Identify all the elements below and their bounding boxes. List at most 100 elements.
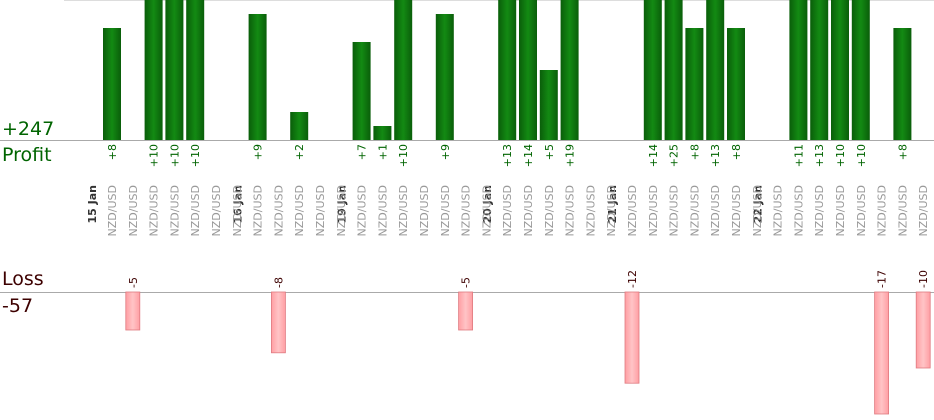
- profit-bar: [706, 0, 725, 140]
- profit-value-label: +10: [168, 144, 181, 167]
- profit-bar: [498, 0, 517, 140]
- profit-value-label: +10: [397, 144, 410, 167]
- instrument-labels: NZD/USD NZD/USD NZD/USD NZD/USD NZD/USD NZD/U…: [106, 185, 930, 236]
- profit-bar: [352, 42, 371, 140]
- loss-label: Loss: [2, 268, 44, 290]
- instrument-label: NZD/USD: [543, 185, 556, 236]
- instrument-label: NZD/USD: [168, 185, 181, 236]
- instrument-label: NZD/USD: [272, 185, 285, 236]
- profit-value-label: +10: [855, 144, 868, 167]
- profit-value-label: +10: [148, 144, 161, 167]
- profit-value-label: +1: [376, 144, 389, 160]
- profit-bar: [893, 28, 912, 140]
- date-labels: 15 Jan 16 Jan 19 Jan 20 Jan 21 Jan 22 Jan: [86, 185, 765, 223]
- profit-value-label: +9: [439, 144, 452, 160]
- loss-total: -57: [2, 295, 34, 317]
- profit-bar: [810, 0, 829, 140]
- profit-bar: [165, 0, 184, 140]
- profit-bar: [851, 0, 870, 140]
- loss-bar: [624, 291, 640, 384]
- profit-value-label: +8: [688, 144, 701, 160]
- instrument-label: NZD/USD: [917, 185, 930, 236]
- profit-value-label: +13: [813, 144, 826, 167]
- instrument-label: NZD/USD: [647, 185, 660, 236]
- profit-value-label: +2: [293, 144, 306, 160]
- profit-value-label: +14: [647, 144, 660, 167]
- date-label: 15 Jan: [86, 185, 99, 223]
- profit-value-label: +8: [106, 144, 119, 160]
- loss-series: [125, 291, 931, 415]
- instrument-label: NZD/USD: [855, 185, 868, 236]
- profit-value-label: +9: [252, 144, 265, 160]
- instrument-label: NZD/USD: [335, 185, 348, 236]
- profit-value-label: +10: [189, 144, 202, 167]
- profit-bar: [789, 0, 808, 140]
- profit-bar: [435, 14, 454, 140]
- profit-label: Profit: [2, 144, 52, 166]
- profit-bar: [144, 0, 163, 140]
- date-label: 19 Jan: [336, 185, 349, 223]
- instrument-label: NZD/USD: [376, 185, 389, 236]
- profit-bar: [248, 14, 267, 140]
- profit-value-label: +8: [896, 144, 909, 160]
- profit-bar: [519, 0, 537, 140]
- profit-bar: [727, 28, 745, 140]
- instrument-label: NZD/USD: [356, 185, 369, 236]
- loss-bar: [125, 291, 141, 331]
- profit-series: [103, 0, 912, 140]
- instrument-label: NZD/USD: [730, 185, 743, 236]
- instrument-label: NZD/USD: [605, 185, 618, 236]
- instrument-label: NZD/USD: [397, 185, 410, 236]
- instrument-label: NZD/USD: [501, 185, 514, 236]
- instrument-label: NZD/USD: [834, 185, 847, 236]
- profit-value-label: +19: [564, 144, 577, 167]
- instrument-label: NZD/USD: [252, 185, 265, 236]
- loss-value-label: -10: [917, 270, 930, 288]
- profit-bar: [831, 0, 849, 140]
- date-label: 22 Jan: [752, 185, 765, 223]
- loss-value-label: -8: [272, 277, 285, 288]
- loss-value-label: -5: [127, 277, 140, 288]
- profit-bar: [539, 70, 558, 140]
- profit-bar: [290, 112, 309, 140]
- profit-total: +247: [2, 118, 55, 140]
- instrument-label: NZD/USD: [626, 185, 639, 236]
- profit-value-label: +11: [792, 144, 805, 167]
- instrument-label: NZD/USD: [792, 185, 805, 236]
- instrument-label: NZD/USD: [314, 185, 327, 236]
- profit-bar: [103, 28, 121, 140]
- profit-bar: [186, 0, 205, 140]
- instrument-label: NZD/USD: [293, 185, 306, 236]
- profit-bar: [373, 126, 392, 140]
- profit-value-label: +10: [834, 144, 847, 167]
- profit-value-label: +14: [522, 144, 535, 167]
- instrument-label: NZD/USD: [668, 185, 681, 236]
- instrument-label: NZD/USD: [189, 185, 202, 236]
- instrument-label: NZD/USD: [460, 185, 473, 236]
- instrument-label: NZD/USD: [231, 185, 244, 236]
- instrument-label: NZD/USD: [439, 185, 452, 236]
- instrument-label: NZD/USD: [772, 185, 785, 236]
- profit-bar: [664, 0, 683, 140]
- date-label: 20 Jan: [481, 185, 494, 223]
- profit-value-label: +13: [501, 144, 514, 167]
- instrument-label: NZD/USD: [106, 185, 119, 236]
- loss-value-label: -17: [876, 270, 889, 288]
- profit-bar: [643, 0, 662, 140]
- loss-value-label: -12: [626, 270, 639, 288]
- loss-bar: [874, 291, 889, 415]
- profit-bar: [685, 28, 704, 140]
- instrument-label: NZD/USD: [127, 185, 140, 236]
- instrument-label: NZD/USD: [480, 185, 493, 236]
- instrument-label: NZD/USD: [564, 185, 577, 236]
- instrument-label: NZD/USD: [751, 185, 764, 236]
- profit-value-label: +7: [356, 144, 369, 160]
- instrument-label: NZD/USD: [148, 185, 161, 236]
- instrument-label: NZD/USD: [688, 185, 701, 236]
- instrument-label: NZD/USD: [418, 185, 431, 236]
- loss-value-label: -5: [460, 277, 473, 288]
- date-label: 16 Jan: [232, 185, 245, 223]
- loss-bar: [458, 291, 474, 331]
